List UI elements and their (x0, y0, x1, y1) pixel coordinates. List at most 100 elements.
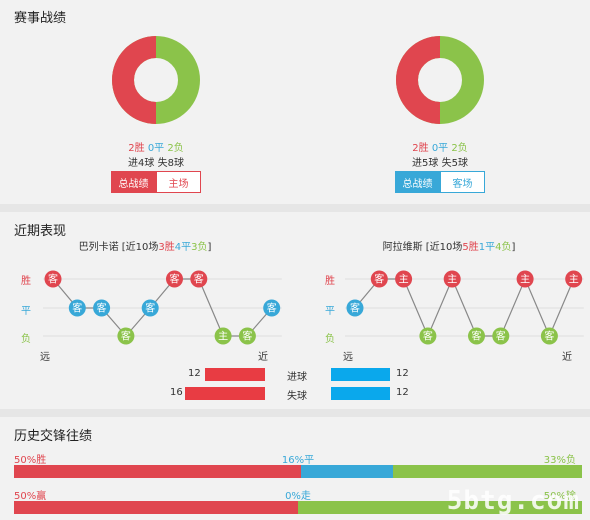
tab-away[interactable]: 客场 (440, 171, 485, 193)
right-scored-value: 12 (396, 368, 409, 379)
form-venue-label: 客 (374, 273, 384, 286)
form-match-point[interactable]: 主 (395, 270, 413, 288)
form-match-point[interactable]: 客 (93, 299, 111, 317)
right-record-donut (396, 36, 484, 124)
axis-far-label: 远 (40, 352, 50, 363)
form-venue-label: 主 (218, 331, 228, 343)
right-wdl-line: 2胜 0平 2负 (412, 139, 468, 154)
tab-home[interactable]: 主场 (156, 171, 201, 193)
form-match-point[interactable]: 客 (346, 299, 364, 317)
right-goals-line: 进5球 失5球 (412, 158, 468, 169)
h2h-draw-label: 16%平 (281, 455, 315, 466)
form-match-point[interactable]: 客 (166, 270, 183, 288)
form-result-dot (238, 327, 256, 345)
conceded-label: 失球 (287, 391, 307, 402)
h2h-handicap-bar (14, 501, 582, 514)
section-divider (0, 409, 590, 417)
form-venue-label: 主 (447, 274, 457, 286)
form-result-dot (214, 327, 232, 345)
section-divider (0, 204, 590, 212)
tab-overall[interactable]: 总战绩 (395, 171, 440, 193)
form-match-point[interactable]: 客 (44, 270, 62, 288)
left-conceded-value: 16 (170, 387, 183, 398)
form-match-point[interactable]: 客 (141, 299, 159, 317)
form-result-dot (395, 270, 413, 288)
form-match-point[interactable]: 主 (516, 270, 534, 288)
axis-loss-label: 负 (21, 334, 31, 345)
left-team-summary: 巴列卡诺 [近10场3胜4平3负] (78, 242, 212, 253)
form-venue-label: 客 (170, 273, 180, 286)
axis-far-label: 远 (343, 352, 353, 363)
form-match-point[interactable]: 主 (565, 270, 583, 288)
section-title-recent: 近期表现 (14, 224, 67, 239)
axis-win-label: 胜 (21, 276, 31, 287)
form-result-dot (443, 270, 461, 288)
form-venue-label: 客 (121, 330, 131, 343)
form-result-dot (44, 270, 62, 288)
form-result-dot (468, 327, 485, 345)
form-venue-label: 客 (267, 302, 277, 315)
form-venue-label: 客 (472, 330, 482, 343)
form-venue-label: 客 (350, 302, 360, 315)
donut-win-arc (112, 36, 157, 124)
right-record-tabs: 总战绩 客场 (395, 171, 485, 193)
form-match-point[interactable]: 客 (468, 327, 485, 345)
axis-draw-label: 平 (325, 306, 335, 317)
record-section (0, 0, 590, 204)
tab-overall[interactable]: 总战绩 (111, 171, 156, 193)
right-conceded-bar (331, 387, 390, 400)
form-result-dot (190, 270, 208, 288)
section-title-record: 赛事战绩 (14, 11, 67, 26)
form-match-point[interactable]: 客 (117, 327, 135, 345)
form-line (354, 277, 575, 338)
form-venue-label: 客 (48, 273, 58, 286)
form-match-point[interactable]: 主 (443, 270, 461, 288)
h2h-result-bar (14, 465, 582, 478)
form-result-dot (419, 327, 437, 345)
form-match-point[interactable]: 客 (190, 270, 208, 288)
form-match-point[interactable]: 客 (238, 327, 256, 345)
form-result-dot (117, 327, 135, 345)
right-team-summary: 阿拉维斯 [近10场5胜1平4负] (382, 242, 516, 253)
form-venue-label: 客 (145, 302, 155, 315)
form-match-point[interactable]: 主 (214, 327, 232, 345)
form-result-dot (492, 327, 510, 345)
form-match-point[interactable]: 客 (419, 327, 437, 345)
form-result-dot (93, 299, 111, 317)
left-loss-text: 2负 (167, 143, 184, 154)
form-venue-label: 客 (194, 273, 204, 286)
h2h-segment-win (14, 501, 298, 514)
right-team-name: 阿拉维斯 (382, 242, 423, 253)
form-match-point[interactable]: 客 (492, 327, 510, 345)
left-draw-text: 0平 (147, 143, 165, 154)
form-venue-label: 客 (423, 330, 433, 343)
left-scored-value: 12 (188, 368, 201, 379)
form-result-dot (565, 270, 583, 288)
form-match-point[interactable]: 客 (370, 270, 388, 288)
form-venue-label: 客 (544, 330, 554, 343)
form-match-point[interactable]: 客 (68, 299, 86, 317)
h2h-segment-loss (298, 501, 582, 514)
right-win-text: 2胜 (412, 143, 429, 154)
left-conceded-bar (185, 387, 265, 400)
form-match-point[interactable]: 客 (540, 327, 558, 345)
h2h-handicap-loss-label: 50%输 (543, 491, 576, 502)
form-result-dot (68, 299, 86, 317)
h2h-handicap-push-label: 0%走 (285, 491, 311, 502)
form-result-dot (263, 299, 281, 317)
scored-label: 进球 (287, 372, 307, 383)
right-conceded-value: 12 (396, 387, 409, 398)
left-record-donut (112, 36, 200, 124)
form-match-point[interactable]: 客 (263, 299, 281, 317)
h2h-handicap-win-label: 50%赢 (14, 491, 47, 502)
form-venue-label: 客 (97, 302, 107, 315)
form-line (52, 278, 273, 337)
axis-loss-label: 负 (325, 334, 335, 345)
form-result-dot (141, 299, 159, 317)
form-result-dot (346, 299, 364, 317)
form-venue-label: 客 (72, 302, 82, 315)
left-goals-line: 进4球 失8球 (128, 158, 184, 169)
left-scored-bar (205, 368, 265, 381)
